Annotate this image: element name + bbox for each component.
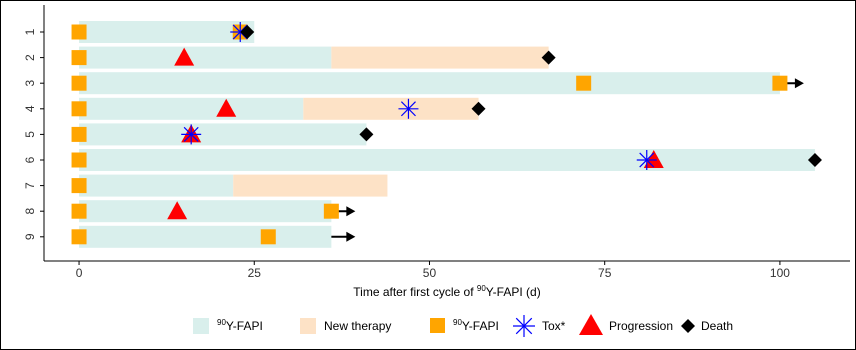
death-marker-5 (359, 127, 374, 142)
y-tick-label-4: 4 (23, 105, 37, 112)
fapi-bar-9 (79, 225, 332, 248)
legend-tox-label: Tox* (542, 319, 566, 333)
therapy-bar-4 (303, 97, 479, 120)
legend-cycle-superscript: 90 (453, 318, 462, 327)
y-tick-label-6: 6 (23, 156, 37, 163)
legend-cycle-swatch (430, 318, 445, 333)
markers-layer (71, 22, 822, 245)
x-tick-label-0: 0 (76, 266, 83, 280)
cycle-marker-3-4 (576, 75, 592, 91)
x-axis-title: Time after first cycle of 90Y-FAPI (d) (353, 284, 540, 299)
death-marker-4 (471, 101, 486, 116)
progression-marker-4 (216, 98, 237, 117)
tox-marker-4 (398, 98, 419, 119)
tox-marker-5 (181, 124, 202, 145)
legend-progression-symbol (579, 314, 603, 335)
legend-tox-symbol-stroke-3 (515, 317, 533, 335)
legend-cycle-text: Y-FAPI (462, 319, 499, 333)
x-tick-label-50: 50 (423, 266, 437, 280)
therapy-bar-2 (331, 46, 549, 69)
y-tick-label-9: 9 (23, 233, 37, 240)
legend-fapi-label: 90Y-FAPI (217, 318, 263, 333)
cycle-marker-5-7 (71, 126, 87, 142)
progression-marker-2 (174, 47, 195, 66)
bars-layer (79, 21, 815, 248)
legend-tox-symbol (513, 315, 535, 337)
fapi-bar-6 (79, 149, 815, 171)
death-marker-2 (541, 50, 556, 65)
y-tick-label-5: 5 (23, 131, 37, 138)
y-tick-label-2: 2 (23, 54, 37, 61)
progression-marker-8 (167, 201, 188, 220)
x-tick-label-75: 75 (598, 266, 612, 280)
cycle-marker-3-5 (772, 75, 788, 91)
fapi-bar-8 (79, 200, 332, 223)
legend: 90Y-FAPI New therapy 90Y-FAPI Tox* Progressi… (193, 314, 733, 337)
legend-cycle-label: 90Y-FAPI (453, 318, 499, 333)
fapi-bar-5 (79, 123, 367, 146)
legend-fapi-superscript: 90 (217, 318, 226, 327)
x-tick-label-25: 25 (248, 266, 262, 280)
legend-fapi-text: Y-FAPI (226, 319, 263, 333)
x-axis-title-part-2: Y-FAPI (d) (486, 285, 541, 299)
tox-marker-4-stroke-3 (400, 101, 416, 117)
y-tick-label-7: 7 (23, 182, 37, 189)
ongoing-arrow-head-8 (346, 206, 356, 217)
fapi-bar-1 (79, 21, 255, 43)
cycle-marker-6-8 (71, 152, 87, 168)
legend-therapy-label: New therapy (324, 319, 391, 333)
progression-marker-6 (643, 150, 664, 168)
ongoing-arrow-head-3 (794, 78, 804, 89)
x-axis-title-part-1: Time after first cycle of (353, 285, 477, 299)
y-tick-label-3: 3 (23, 80, 37, 87)
cycle-marker-8-11 (323, 203, 339, 219)
cycle-marker-4-6 (71, 101, 87, 117)
fapi-bar-2 (79, 46, 332, 69)
ongoing-arrow-head-9 (346, 231, 356, 242)
legend-death-symbol (681, 319, 695, 333)
y-tick-label-1: 1 (23, 28, 37, 35)
cycle-marker-9-13 (260, 229, 276, 245)
legend-therapy-swatch (300, 318, 316, 334)
cycle-marker-3-3 (71, 75, 87, 91)
x-tick-label-100: 100 (770, 266, 790, 280)
x-axis-title-superscript: 90 (477, 284, 486, 293)
legend-progression-label: Progression (609, 319, 673, 333)
cycle-marker-2-2 (71, 50, 87, 66)
cycle-marker-1-0 (71, 24, 87, 40)
death-marker-6 (807, 153, 822, 167)
legend-fapi-swatch (193, 318, 209, 334)
cycle-marker-7-9 (71, 178, 87, 194)
tox-marker-6 (636, 150, 657, 170)
tox-marker-6-stroke-3 (639, 152, 655, 168)
cycle-marker-9-12 (71, 229, 87, 245)
legend-death-label: Death (701, 319, 733, 333)
axes-layer: 0 25 50 75 100 1 2 3 4 5 6 7 8 9 (23, 5, 850, 280)
fapi-bar-3 (79, 72, 780, 95)
fapi-bar-4 (79, 97, 304, 120)
cycle-marker-8-10 (71, 203, 87, 219)
therapy-bar-7 (233, 174, 388, 197)
tox-marker-5-stroke-3 (183, 126, 199, 142)
death-marker-1 (240, 25, 255, 39)
tox-marker-1-stroke-3 (232, 24, 248, 40)
y-tick-label-8: 8 (23, 208, 37, 215)
fapi-bar-7 (79, 174, 234, 197)
